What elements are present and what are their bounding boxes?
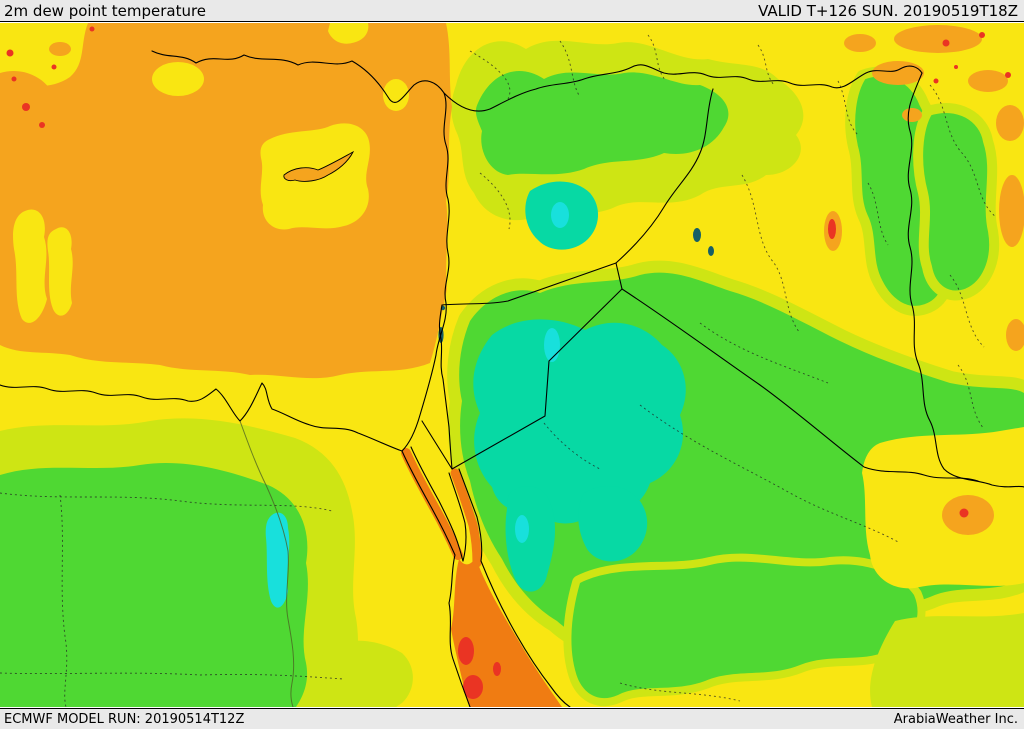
country-borders-layer xyxy=(0,50,1024,707)
north-cyan-spot xyxy=(551,202,569,228)
orange-patch xyxy=(996,105,1024,141)
red-island-spot xyxy=(22,103,30,111)
north-green-band-core xyxy=(475,71,729,175)
orange-patch xyxy=(894,25,982,53)
admin-boundaries-layer xyxy=(0,34,997,707)
admin-boundary xyxy=(647,34,667,82)
red-spot xyxy=(979,32,985,38)
red-island-spot xyxy=(39,122,45,128)
admin-boundary xyxy=(929,84,997,218)
sea-yellow-patch-1 xyxy=(152,62,204,96)
egypt-green-region xyxy=(0,463,308,707)
orange-patch xyxy=(968,70,1008,92)
sea-yellow-streak-1 xyxy=(13,209,47,323)
bahrain-red-spot xyxy=(828,219,836,239)
red-island-spot xyxy=(89,26,95,32)
iraq-lake-2 xyxy=(708,246,714,256)
temperature-fill-layer xyxy=(0,23,1024,707)
iraq-lake-1 xyxy=(693,228,701,242)
admin-boundary xyxy=(559,40,581,98)
red-sea-red-spot xyxy=(463,675,483,699)
red-spot xyxy=(942,39,950,47)
orange-patch xyxy=(844,34,876,52)
israel-egypt-border xyxy=(421,420,453,470)
bottom-center-green-patch xyxy=(320,640,413,707)
turkey-southern-border xyxy=(443,64,923,112)
red-island-spot xyxy=(51,64,57,70)
orange-patch xyxy=(902,108,922,122)
topright-orange-patches xyxy=(844,25,1024,351)
admin-boundary xyxy=(0,492,333,512)
admin-boundary xyxy=(867,182,889,246)
topleft-orange-patch xyxy=(0,70,52,116)
right-column-green-2 xyxy=(913,102,1000,301)
red-island-spot xyxy=(11,76,17,82)
map-area xyxy=(0,23,1024,707)
header-bar: 2m dew point temperature VALID T+126 SUN… xyxy=(0,0,1024,22)
gulf-of-suez-orange xyxy=(401,448,463,560)
aegean-island-red-spots xyxy=(6,26,95,128)
red-spot xyxy=(1005,72,1011,78)
orange-patch xyxy=(872,61,924,85)
right-edge-red-spot xyxy=(959,508,969,518)
admin-boundary xyxy=(543,422,601,470)
jordan-east-point xyxy=(615,262,623,290)
red-sea-red-spot xyxy=(458,637,474,665)
central-cyan-spot-2 xyxy=(515,515,529,543)
red-sea-red-spot xyxy=(493,662,501,676)
admin-boundary xyxy=(957,364,985,430)
admin-boundary xyxy=(699,322,829,384)
bottomright-green-region xyxy=(571,561,918,699)
admin-boundary xyxy=(619,682,741,702)
central-teal-se-lobe xyxy=(578,486,648,562)
sinai-east-coast xyxy=(448,472,467,562)
admin-boundary xyxy=(949,274,985,348)
map-title: 2m dew point temperature xyxy=(4,1,207,20)
sinai-west-coast xyxy=(410,446,464,562)
central-cyan-spot-1 xyxy=(544,328,560,362)
dewpoint-map-svg xyxy=(0,23,1024,707)
admin-boundary xyxy=(639,404,901,544)
topleft-orange-spot xyxy=(49,42,71,56)
sea-yellow-patch-top xyxy=(328,23,369,44)
red-spot xyxy=(933,78,939,84)
central-teal-tongue xyxy=(505,486,556,592)
sea-yellow-patch-2 xyxy=(383,79,409,111)
gulf-of-suez-west-coast xyxy=(401,450,471,707)
red-island-spot xyxy=(6,49,14,57)
admin-boundary xyxy=(0,672,345,680)
cyprus-island xyxy=(283,150,355,182)
model-run-label: ECMWF MODEL RUN: 20190514T12Z xyxy=(4,711,245,727)
mediterranean-orange-region xyxy=(0,23,452,379)
syria-iraq-border xyxy=(615,88,714,264)
orange-patch xyxy=(999,175,1024,247)
admin-boundary xyxy=(837,80,859,136)
jordan-north-border xyxy=(441,262,617,306)
sea-yellow-streak-2 xyxy=(47,227,73,316)
admin-boundary xyxy=(59,494,68,707)
right-edge-yellow-band xyxy=(862,427,1024,589)
valid-time-label: VALID T+126 SUN. 20190519T18Z xyxy=(758,1,1018,20)
orange-patch xyxy=(1006,319,1024,351)
iraq-saudi-border xyxy=(621,288,979,482)
central-teal-core xyxy=(473,319,686,524)
brand-label: ArabiaWeather Inc. xyxy=(893,711,1018,727)
admin-boundary xyxy=(469,50,511,100)
gulf-of-aqaba-orange xyxy=(450,468,482,568)
israel-jordan-border xyxy=(438,304,453,470)
admin-boundary xyxy=(479,172,511,230)
nile-cyan-sliver xyxy=(265,512,290,608)
aqaba-saudi-coast xyxy=(458,468,571,707)
red-sea-deep-orange xyxy=(451,557,562,707)
jordan-saudi-border xyxy=(451,288,623,470)
mediterranean-coastline xyxy=(0,50,450,452)
footer-bar: ECMWF MODEL RUN: 20190514T12Z ArabiaWeat… xyxy=(0,708,1024,729)
bottomright-corner-yellowgreen xyxy=(870,613,1024,707)
red-spot xyxy=(954,65,958,69)
nile-river xyxy=(239,420,295,707)
